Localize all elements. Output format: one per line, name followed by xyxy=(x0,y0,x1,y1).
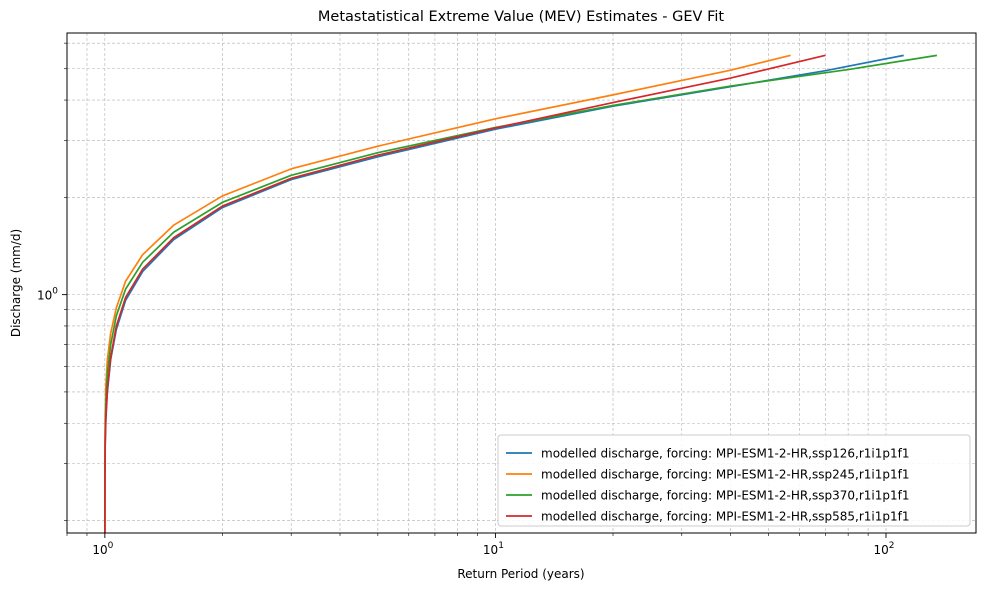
x-tick-label: 102 xyxy=(873,541,894,557)
chart-title: Metastatistical Extreme Value (MEV) Esti… xyxy=(318,9,724,25)
x-tick-label: 100 xyxy=(92,541,113,557)
series-line-4 xyxy=(104,54,826,534)
y-axis-label: Discharge (mm/d) xyxy=(9,229,23,337)
legend-box xyxy=(497,434,971,527)
legend-label-2: modelled discharge, forcing: MPI-ESM1-2-… xyxy=(541,468,909,482)
legend: modelled discharge, forcing: MPI-ESM1-2-… xyxy=(497,434,971,527)
axis-ticks: 100 101 102 100 xyxy=(37,42,895,557)
y-tick-label: 100 xyxy=(37,287,58,303)
x-axis-label: Return Period (years) xyxy=(457,567,584,581)
series-lines xyxy=(104,54,938,534)
legend-label-4: modelled discharge, forcing: MPI-ESM1-2-… xyxy=(541,510,909,524)
legend-label-3: modelled discharge, forcing: MPI-ESM1-2-… xyxy=(541,489,909,503)
legend-label-1: modelled discharge, forcing: MPI-ESM1-2-… xyxy=(541,447,909,461)
x-tick-label: 101 xyxy=(483,541,504,557)
axes-frame xyxy=(66,32,977,534)
